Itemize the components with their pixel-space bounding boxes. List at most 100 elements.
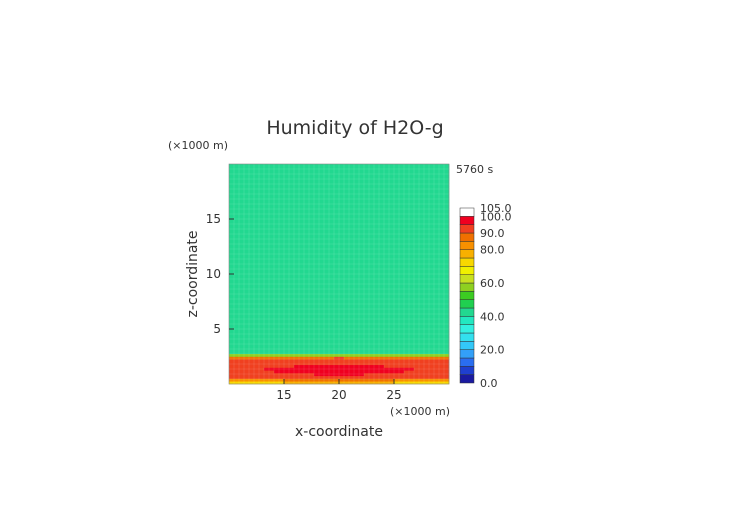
heatmap-cell bbox=[284, 353, 290, 357]
heatmap-cell bbox=[364, 221, 370, 225]
heatmap-cell bbox=[404, 315, 410, 319]
heatmap-cell bbox=[439, 254, 445, 258]
heatmap-cell bbox=[264, 337, 270, 341]
heatmap-cell bbox=[364, 241, 370, 245]
heatmap-cell bbox=[284, 268, 290, 272]
heatmap-cell bbox=[409, 246, 415, 250]
heatmap-cell bbox=[334, 373, 340, 377]
heatmap-cell bbox=[429, 276, 435, 280]
heatmap-cell bbox=[434, 224, 440, 228]
heatmap-cell bbox=[339, 293, 345, 297]
heatmap-cell bbox=[359, 210, 365, 214]
heatmap-cell bbox=[254, 227, 260, 231]
heatmap-cell bbox=[249, 326, 255, 330]
heatmap-cell bbox=[304, 249, 310, 253]
heatmap-cell bbox=[434, 373, 440, 377]
heatmap-cell bbox=[254, 298, 260, 302]
heatmap-cell bbox=[434, 166, 440, 170]
heatmap-cell bbox=[394, 224, 400, 228]
heatmap-cell bbox=[399, 265, 405, 269]
heatmap-cell bbox=[439, 276, 445, 280]
heatmap-cell bbox=[264, 282, 270, 286]
heatmap-cell bbox=[319, 331, 325, 335]
heatmap-cell bbox=[434, 230, 440, 234]
heatmap-cell bbox=[384, 307, 390, 311]
heatmap-cell bbox=[434, 183, 440, 187]
heatmap-cell bbox=[369, 375, 375, 379]
heatmap-cell bbox=[369, 323, 375, 327]
heatmap-cell bbox=[284, 370, 290, 374]
heatmap-cell bbox=[424, 224, 430, 228]
heatmap-cell bbox=[394, 356, 400, 360]
heatmap-cell bbox=[404, 337, 410, 341]
heatmap-cell bbox=[394, 246, 400, 250]
heatmap-cell bbox=[324, 227, 330, 231]
heatmap-cell bbox=[374, 340, 380, 344]
heatmap-cell bbox=[354, 334, 360, 338]
heatmap-cell bbox=[434, 177, 440, 181]
heatmap-cell bbox=[409, 224, 415, 228]
heatmap-cell bbox=[349, 362, 355, 366]
heatmap-cell bbox=[394, 199, 400, 203]
heatmap-cell bbox=[274, 296, 280, 300]
heatmap-cell bbox=[389, 180, 395, 184]
heatmap-cell bbox=[274, 208, 280, 212]
heatmap-cell bbox=[254, 348, 260, 352]
heatmap-cell bbox=[389, 166, 395, 170]
heatmap-cell bbox=[379, 260, 385, 264]
heatmap-cell bbox=[409, 166, 415, 170]
heatmap-cell bbox=[314, 342, 320, 346]
heatmap-cell bbox=[264, 213, 270, 217]
heatmap-cell bbox=[409, 282, 415, 286]
heatmap-cell bbox=[304, 290, 310, 294]
heatmap-cell bbox=[269, 197, 275, 201]
heatmap-cell bbox=[419, 199, 425, 203]
heatmap-cell bbox=[399, 180, 405, 184]
heatmap-cell bbox=[279, 378, 285, 382]
heatmap-cell bbox=[239, 367, 245, 371]
heatmap-cell bbox=[329, 263, 335, 267]
heatmap-cell bbox=[339, 320, 345, 324]
heatmap-cell bbox=[419, 265, 425, 269]
heatmap-cell bbox=[229, 177, 235, 181]
heatmap-cell bbox=[394, 169, 400, 173]
heatmap-cell bbox=[309, 373, 315, 377]
heatmap-cell bbox=[434, 271, 440, 275]
heatmap-cell bbox=[369, 205, 375, 209]
heatmap-cell bbox=[359, 232, 365, 236]
heatmap-cell bbox=[294, 219, 300, 223]
heatmap-cell bbox=[249, 282, 255, 286]
heatmap-cell bbox=[419, 169, 425, 173]
heatmap-cell bbox=[384, 362, 390, 366]
heatmap-cell bbox=[394, 309, 400, 313]
heatmap-cell bbox=[299, 353, 305, 357]
heatmap-cell bbox=[309, 197, 315, 201]
heatmap-cell bbox=[384, 199, 390, 203]
heatmap-cell bbox=[279, 183, 285, 187]
heatmap-cell bbox=[319, 370, 325, 374]
heatmap-cell bbox=[389, 177, 395, 181]
heatmap-cell bbox=[434, 216, 440, 220]
heatmap-cell bbox=[369, 221, 375, 225]
heatmap-cell bbox=[404, 348, 410, 352]
heatmap-cell bbox=[334, 191, 340, 195]
heatmap-cell bbox=[389, 356, 395, 360]
heatmap-cell bbox=[254, 282, 260, 286]
heatmap-cell bbox=[279, 296, 285, 300]
heatmap-cell bbox=[259, 298, 265, 302]
heatmap-cell bbox=[244, 367, 250, 371]
heatmap-cell bbox=[409, 315, 415, 319]
heatmap-cell bbox=[259, 224, 265, 228]
heatmap-cell bbox=[389, 312, 395, 316]
heatmap-cell bbox=[259, 351, 265, 355]
heatmap-cell bbox=[289, 274, 295, 278]
heatmap-cell bbox=[269, 320, 275, 324]
heatmap-cell bbox=[344, 210, 350, 214]
heatmap-cell bbox=[344, 279, 350, 283]
heatmap-cell bbox=[304, 307, 310, 311]
heatmap-cell bbox=[389, 298, 395, 302]
heatmap-cell bbox=[254, 188, 260, 192]
heatmap-cell bbox=[254, 364, 260, 368]
heatmap-cell bbox=[319, 208, 325, 212]
heatmap-cell bbox=[314, 301, 320, 305]
